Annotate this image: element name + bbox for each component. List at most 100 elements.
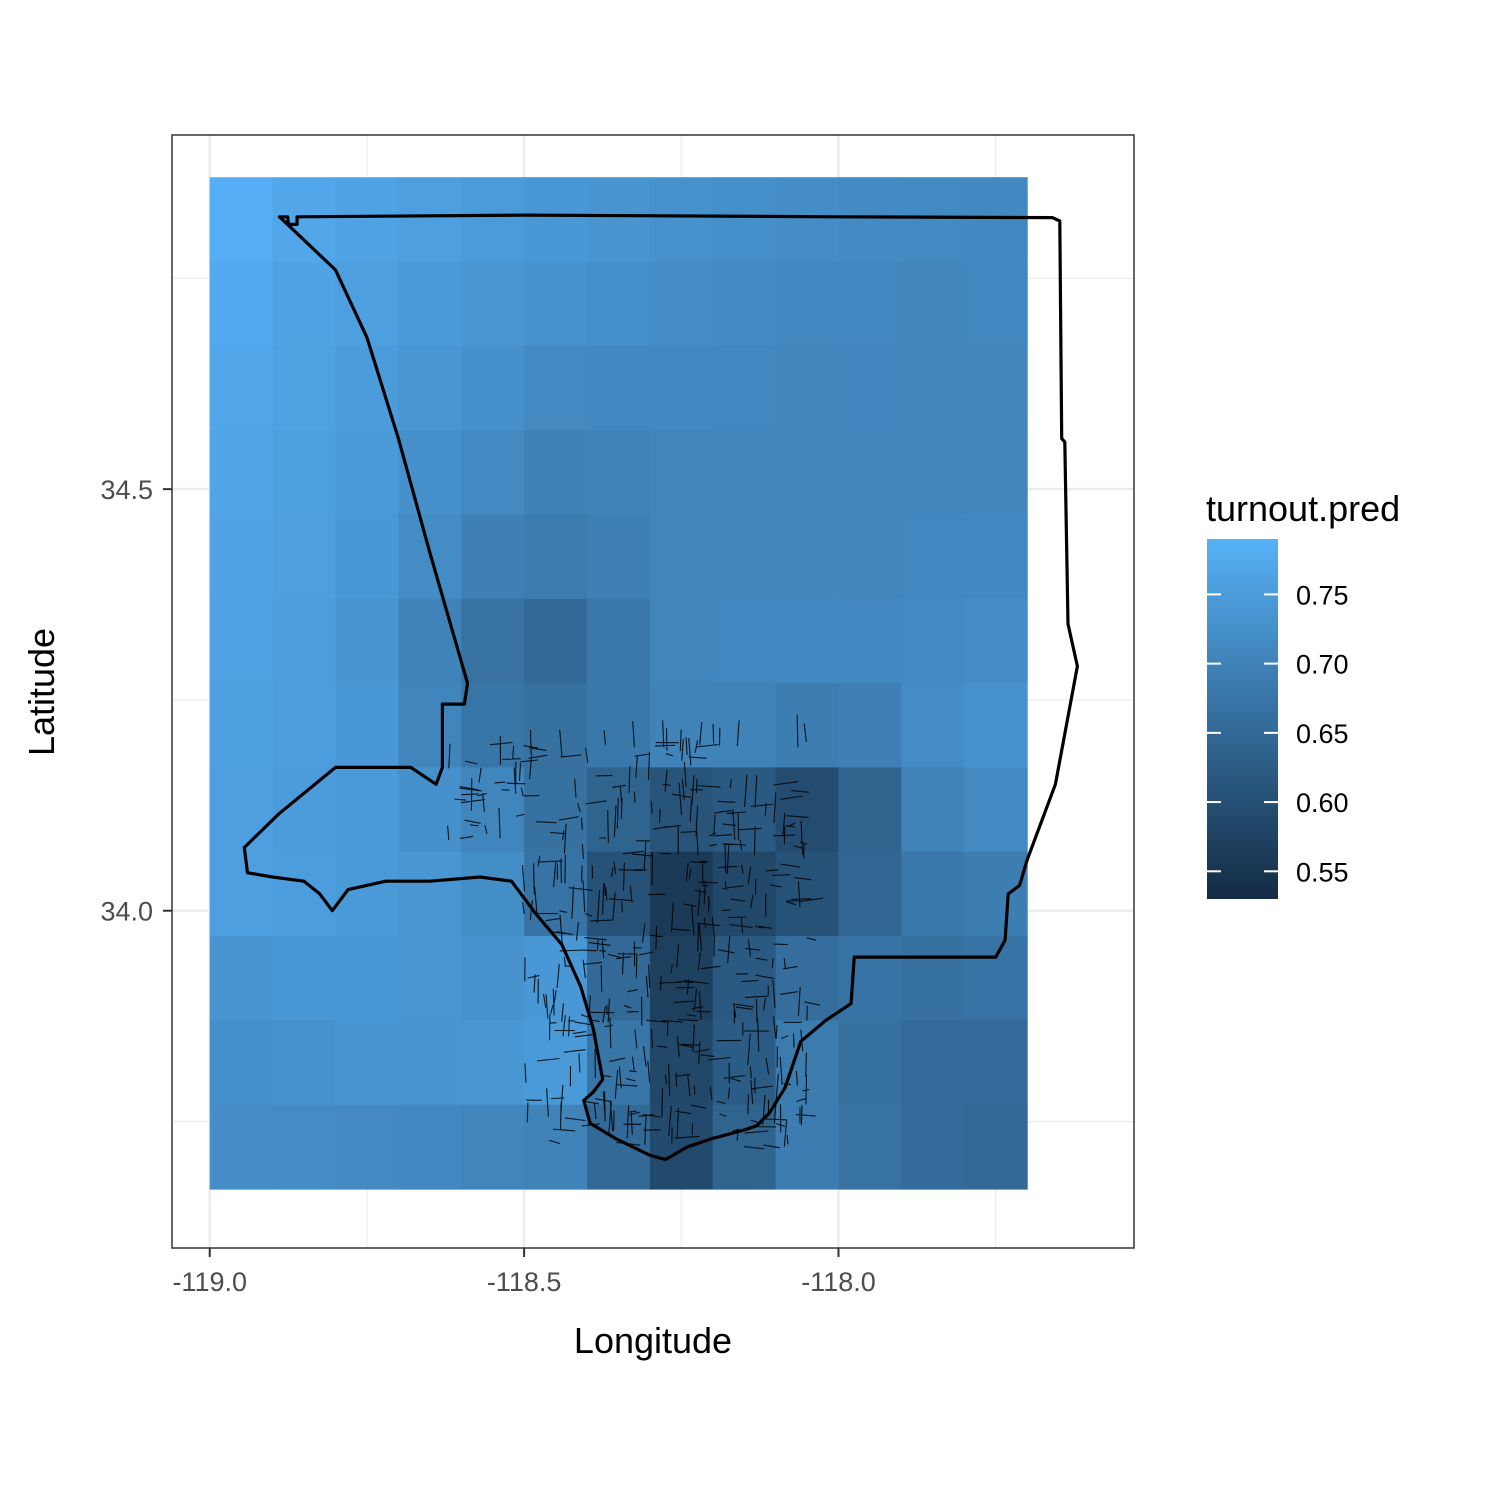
heatmap-tile [649, 598, 714, 684]
heatmap-tile [901, 1104, 965, 1190]
legend-label: 0.65 [1296, 719, 1349, 749]
legend-title: turnout.pred [1206, 488, 1400, 529]
panel-border [171, 134, 1135, 1249]
heatmap-tile [712, 514, 777, 600]
heatmap-tile [461, 851, 525, 937]
heatmap-tile [712, 683, 777, 768]
heatmap-tile [964, 598, 1028, 684]
heatmap-tile [901, 177, 965, 263]
heatmap-tile [712, 345, 777, 431]
heatmap-tile [712, 936, 777, 1021]
heatmap-tile [901, 430, 965, 515]
heatmap-tile [524, 177, 588, 263]
heatmap-tile [712, 1020, 777, 1106]
heatmap-tile [964, 177, 1028, 263]
heatmap-tile [587, 683, 651, 768]
heatmap-tile [838, 1104, 902, 1190]
heatmap-tile [838, 683, 902, 768]
heatmap-tile [587, 514, 651, 600]
heatmap-tile [838, 514, 902, 600]
heatmap-tile [838, 177, 902, 263]
heatmap-tile [209, 767, 274, 853]
heatmap-tile [712, 767, 777, 853]
heatmap-tile [775, 430, 840, 515]
heatmap-tile [649, 683, 714, 768]
heatmap-tile [712, 851, 777, 937]
y-tick-label: 34.5 [100, 475, 153, 505]
x-axis: -119.0 -118.5 -118.0 [172, 1248, 876, 1297]
heatmap-tile [587, 851, 651, 937]
heatmap-tile [649, 514, 714, 600]
heatmap-tile [461, 345, 525, 431]
heatmap-tile [272, 514, 337, 600]
heatmap-tile [838, 261, 902, 347]
heatmap-tile [587, 936, 651, 1021]
heatmap-tile [524, 683, 588, 768]
heatmap-tile [964, 1104, 1028, 1190]
heatmap-tile [901, 514, 965, 600]
heatmap-tile [272, 1020, 337, 1106]
heatmap-tile [587, 430, 651, 515]
heatmap-tile [649, 261, 714, 347]
heatmap-tile [649, 1020, 714, 1106]
heatmap-tile [398, 345, 462, 431]
heatmap-tile [775, 261, 840, 347]
heatmap-tile [209, 514, 274, 600]
heatmap-tile [335, 767, 399, 853]
heatmap-tile [587, 177, 651, 263]
x-tick-label: -118.5 [487, 1267, 562, 1297]
heatmap-tile [335, 683, 399, 768]
heatmap-tile [209, 851, 274, 937]
heatmap-tile [524, 767, 588, 853]
heatmap-tile [964, 936, 1028, 1021]
heatmap-tile [775, 683, 840, 768]
heatmap-tile [775, 1104, 840, 1190]
heatmap-tile [587, 1020, 651, 1106]
heatmap-tile [775, 177, 840, 263]
heatmap-tile [398, 683, 462, 768]
heatmap-tile [461, 430, 525, 515]
heatmap-tile [964, 767, 1028, 853]
county-outline-path [242, 213, 1079, 1162]
y-axis: 34.0 34.5 [100, 475, 172, 927]
legend: turnout.pred 0.55 0.60 0.65 0.70 0.75 [1206, 488, 1400, 899]
heatmap-tile [335, 1020, 399, 1106]
heatmap-tile [398, 598, 462, 684]
heatmap-tile [901, 851, 965, 937]
heatmap-tile [524, 598, 588, 684]
heatmap-tile [838, 598, 902, 684]
heatmap-tile [209, 430, 274, 515]
heatmap-tile [209, 598, 274, 684]
legend-label: 0.55 [1296, 857, 1349, 887]
x-axis-title: Longitude [574, 1320, 732, 1361]
heatmap-tile [209, 1104, 274, 1190]
heatmap-tile [524, 261, 588, 347]
heatmap-tile [272, 430, 337, 515]
heatmap-tile [901, 598, 965, 684]
heatmap-tile [335, 514, 399, 600]
precinct-lines [447, 714, 824, 1150]
heatmap-tile [272, 1104, 337, 1190]
heatmap-tile [524, 1104, 588, 1190]
heatmap-tile [461, 1020, 525, 1106]
heatmap-tile [838, 767, 902, 853]
heatmap-tile [209, 261, 274, 347]
heatmap-tile [901, 767, 965, 853]
heatmap-tile [649, 177, 714, 263]
heatmap-tile [712, 261, 777, 347]
heatmap-tile [524, 1020, 588, 1106]
heatmap-tile [964, 514, 1028, 600]
heatmap-tile [335, 261, 399, 347]
x-tick-label: -118.0 [801, 1267, 876, 1297]
heatmap-tile [209, 177, 274, 263]
heatmap-tile [775, 345, 840, 431]
heatmap-tile [461, 936, 525, 1021]
heatmap-tile [272, 261, 337, 347]
heatmap-tile [398, 1020, 462, 1106]
heatmap-tile [775, 767, 840, 853]
heatmap-tile [964, 430, 1028, 515]
county-outline [242, 213, 1079, 1162]
heatmap-tile [587, 1104, 651, 1190]
heatmap-tile [964, 345, 1028, 431]
heatmap-tile [587, 767, 651, 853]
